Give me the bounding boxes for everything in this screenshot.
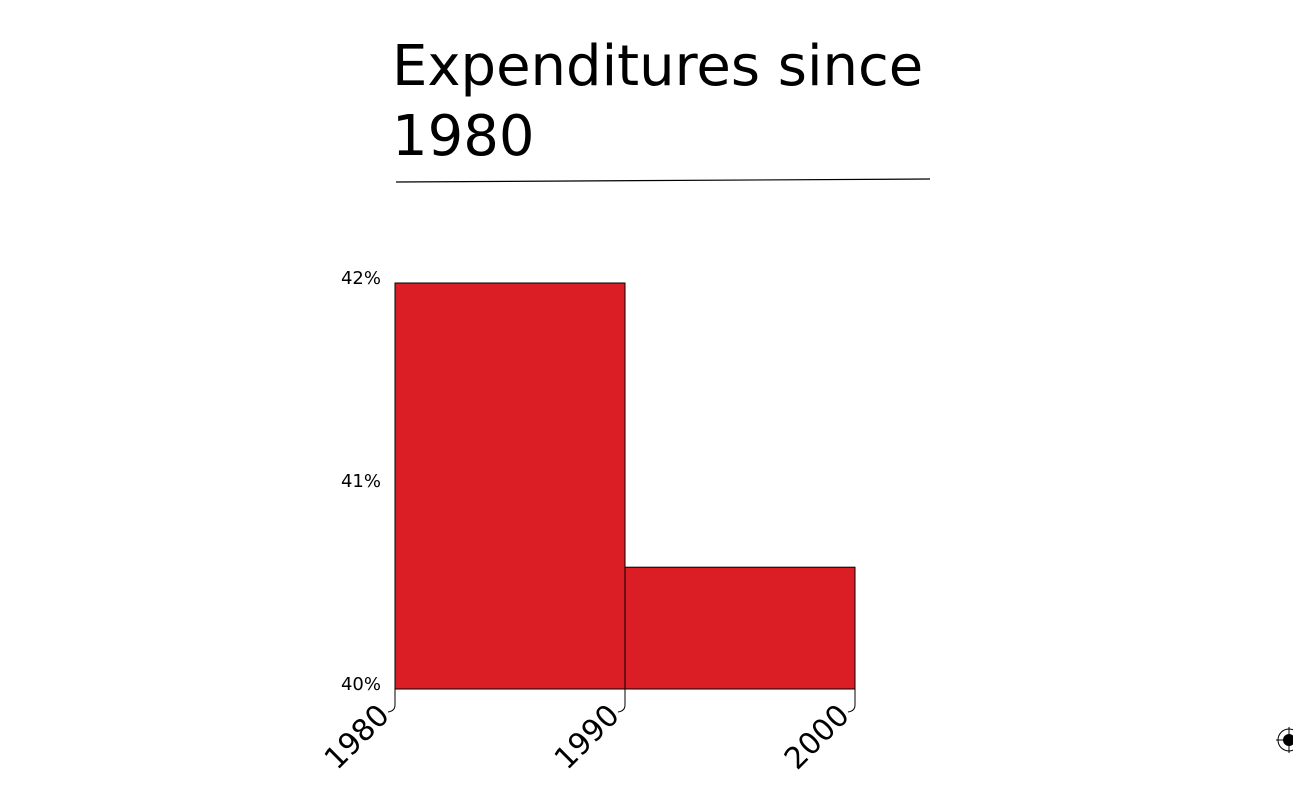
- x-tick-mark: [847, 689, 856, 713]
- x-tick-label: 1990: [548, 698, 627, 777]
- x-tick-label: 1980: [318, 698, 397, 777]
- y-tick-label: 40%: [341, 674, 381, 695]
- chart-title: Expenditures since 1980: [392, 34, 924, 169]
- crosshair-icon[interactable]: [1276, 727, 1293, 753]
- x-tick-mark: [617, 689, 626, 713]
- bar-0: [394, 282, 626, 690]
- x-tick-mark: [387, 689, 396, 713]
- y-tick-label: 42%: [341, 268, 381, 289]
- y-tick-label: 41%: [341, 471, 381, 492]
- bar-1: [624, 566, 856, 690]
- title-underline: [395, 178, 931, 183]
- x-tick-label: 2000: [778, 698, 857, 777]
